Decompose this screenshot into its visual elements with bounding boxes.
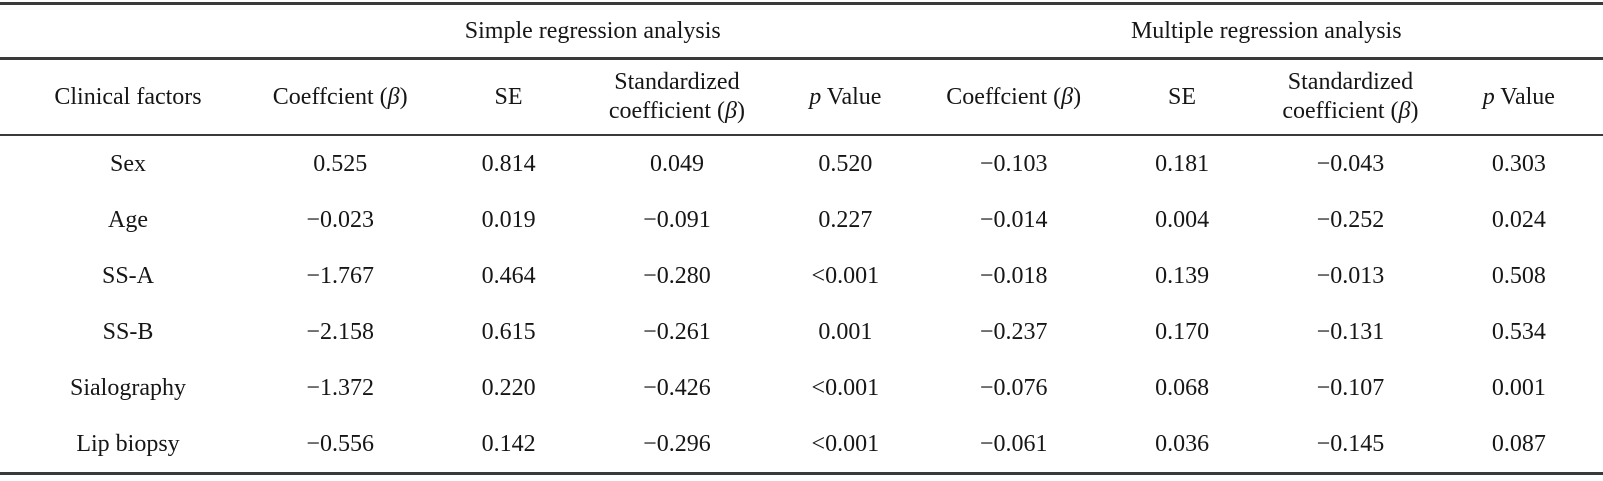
beta-symbol: β	[725, 98, 737, 124]
column-header-clinical-factors: Clinical factors	[0, 58, 256, 136]
factor-cell: SS-A	[101, 262, 155, 289]
value-cell: −0.061	[979, 430, 1048, 457]
header-text-segment: coefficient (β)	[593, 97, 761, 126]
column-header-se-multiple: SE	[1097, 58, 1267, 136]
factor-cell: Age	[108, 206, 148, 233]
value-cell: 0.049	[649, 150, 704, 177]
table-row-sex: Sex 0.525 0.814 0.049 0.520 −0.103 0.181…	[0, 135, 1603, 192]
value-cell: 0.303	[1491, 150, 1546, 177]
value-cell: 0.004	[1155, 206, 1210, 233]
header-text-segment: )	[1410, 98, 1419, 124]
header-text-segment: coefficient (β)	[1266, 97, 1434, 126]
value-cell: 0.220	[481, 374, 536, 401]
value-cell: 0.508	[1491, 262, 1546, 289]
value-cell: 0.181	[1155, 150, 1210, 177]
value-cell: −0.103	[979, 150, 1048, 177]
value-cell: −0.014	[979, 206, 1048, 233]
value-cell: −0.043	[1316, 150, 1385, 177]
header-text-segment: coefficient (	[1282, 98, 1399, 124]
value-cell: <0.001	[811, 262, 880, 289]
value-cell: −0.076	[979, 374, 1048, 401]
column-header-se-simple: SE	[424, 58, 593, 136]
value-cell: −0.091	[643, 206, 711, 233]
header-text-segment: coefficient (	[608, 98, 726, 124]
factor-cell: Sex	[110, 150, 146, 177]
value-cell: 0.139	[1155, 262, 1210, 289]
value-cell: −0.018	[979, 262, 1048, 289]
column-header-standardized-coefficient-simple: Standardized coefficient (β)	[592, 58, 762, 136]
header-text-segment: Coeffcient (	[946, 83, 1062, 110]
p-symbol: p	[809, 83, 822, 110]
column-header-p-value-simple: p Value	[761, 58, 930, 136]
group-header-simple-regression: Simple regression analysis	[256, 3, 930, 60]
header-text-segment: )	[1073, 83, 1082, 110]
header-text-segment: )	[399, 83, 408, 110]
table-row-lip-biopsy: Lip biopsy −0.556 0.142 −0.296 <0.001 −0…	[0, 416, 1603, 474]
header-text-segment: )	[736, 98, 745, 124]
value-cell: 0.814	[481, 150, 536, 177]
value-cell: 0.001	[818, 318, 873, 345]
value-cell: 0.001	[1491, 374, 1546, 401]
table-row-sialography: Sialography −1.372 0.220 −0.426 <0.001 −…	[0, 360, 1603, 416]
beta-symbol: β	[1398, 98, 1411, 124]
value-cell: 0.520	[818, 150, 873, 177]
value-cell: −0.023	[306, 206, 374, 233]
value-cell: <0.001	[811, 374, 880, 401]
value-cell: −0.261	[643, 318, 711, 345]
header-text-segment: Value	[1494, 83, 1555, 110]
table-row-ss-a: SS-A −1.767 0.464 −0.280 <0.001 −0.018 0…	[0, 248, 1603, 304]
group-header-empty-cell	[0, 3, 256, 60]
value-cell: −0.296	[643, 430, 711, 457]
table-row-ss-b: SS-B −2.158 0.615 −0.261 0.001 −0.237 0.…	[0, 304, 1603, 360]
value-cell: −1.372	[306, 374, 374, 401]
value-cell: 0.068	[1155, 374, 1210, 401]
value-cell: 0.227	[818, 206, 873, 233]
value-cell: −0.107	[1316, 374, 1385, 401]
value-cell: −2.158	[306, 318, 374, 345]
beta-symbol: β	[1061, 83, 1074, 110]
column-header-coefficient-multiple: Coeffcient (β)	[929, 58, 1098, 136]
value-cell: −0.131	[1316, 318, 1385, 345]
header-text-segment: Coeffcient (	[272, 83, 388, 110]
header-text-segment: Standardized	[1287, 68, 1414, 95]
p-symbol: p	[1482, 83, 1495, 110]
value-cell: −0.426	[643, 374, 711, 401]
header-text-segment: Value	[821, 83, 882, 110]
value-cell: 0.534	[1491, 318, 1546, 345]
beta-symbol: β	[387, 83, 400, 110]
value-cell: 0.525	[313, 150, 368, 177]
group-header-row: Simple regression analysis Multiple regr…	[0, 3, 1603, 60]
value-cell: 0.464	[481, 262, 536, 289]
column-header-coefficient-simple: Coeffcient (β)	[256, 58, 425, 136]
value-cell: 0.024	[1491, 206, 1546, 233]
column-header-row: Clinical factors Coeffcient (β) SE Stand…	[0, 58, 1603, 136]
column-header-p-value-multiple: p Value	[1434, 58, 1603, 136]
value-cell: 0.142	[481, 430, 536, 457]
value-cell: −1.767	[306, 262, 374, 289]
value-cell: −0.280	[643, 262, 711, 289]
factor-cell: Sialography	[70, 374, 186, 401]
value-cell: 0.019	[481, 206, 536, 233]
value-cell: 0.087	[1491, 430, 1546, 457]
value-cell: −0.013	[1316, 262, 1385, 289]
column-header-standardized-coefficient-multiple: Standardized coefficient (β)	[1266, 58, 1435, 136]
factor-cell: SS-B	[102, 318, 154, 345]
header-text-segment: Standardized	[614, 68, 740, 95]
value-cell: 0.170	[1155, 318, 1210, 345]
value-cell: 0.036	[1155, 430, 1210, 457]
group-header-multiple-regression: Multiple regression analysis	[929, 3, 1603, 60]
value-cell: −0.252	[1316, 206, 1385, 233]
value-cell: 0.615	[481, 318, 536, 345]
value-cell: <0.001	[811, 430, 880, 457]
table-row-age: Age −0.023 0.019 −0.091 0.227 −0.014 0.0…	[0, 192, 1603, 248]
factor-cell: Lip biopsy	[76, 430, 180, 457]
value-cell: −0.556	[306, 430, 374, 457]
value-cell: −0.237	[979, 318, 1048, 345]
value-cell: −0.145	[1316, 430, 1385, 457]
